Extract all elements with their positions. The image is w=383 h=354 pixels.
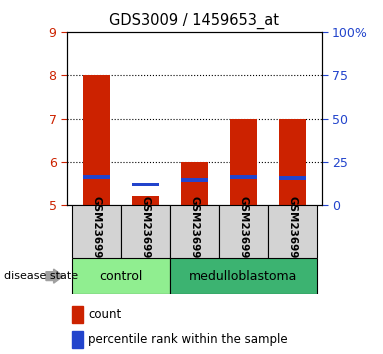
Bar <box>132 183 159 187</box>
Bar <box>72 331 83 348</box>
Text: count: count <box>88 308 121 321</box>
Bar <box>132 196 159 205</box>
Text: GSM236996: GSM236996 <box>189 196 200 266</box>
Bar <box>230 119 257 205</box>
Bar <box>72 306 83 323</box>
Text: medulloblastoma: medulloblastoma <box>189 270 298 282</box>
Text: GSM236994: GSM236994 <box>92 196 101 266</box>
Bar <box>279 177 306 181</box>
Bar <box>83 175 110 179</box>
Text: GSM236997: GSM236997 <box>238 196 248 266</box>
Bar <box>230 175 257 179</box>
Text: GSM236995: GSM236995 <box>141 196 151 266</box>
Bar <box>72 258 170 294</box>
Text: control: control <box>99 270 142 282</box>
Text: GSM236998: GSM236998 <box>287 196 297 266</box>
Bar <box>181 162 208 205</box>
Text: disease state: disease state <box>4 271 78 281</box>
Text: percentile rank within the sample: percentile rank within the sample <box>88 332 288 346</box>
Bar <box>72 205 121 258</box>
Bar <box>219 205 268 258</box>
Bar <box>170 258 317 294</box>
Bar <box>181 178 208 182</box>
Bar <box>268 205 317 258</box>
Bar <box>121 205 170 258</box>
Bar <box>83 75 110 205</box>
Bar <box>279 119 306 205</box>
Bar <box>170 205 219 258</box>
Title: GDS3009 / 1459653_at: GDS3009 / 1459653_at <box>110 13 279 29</box>
